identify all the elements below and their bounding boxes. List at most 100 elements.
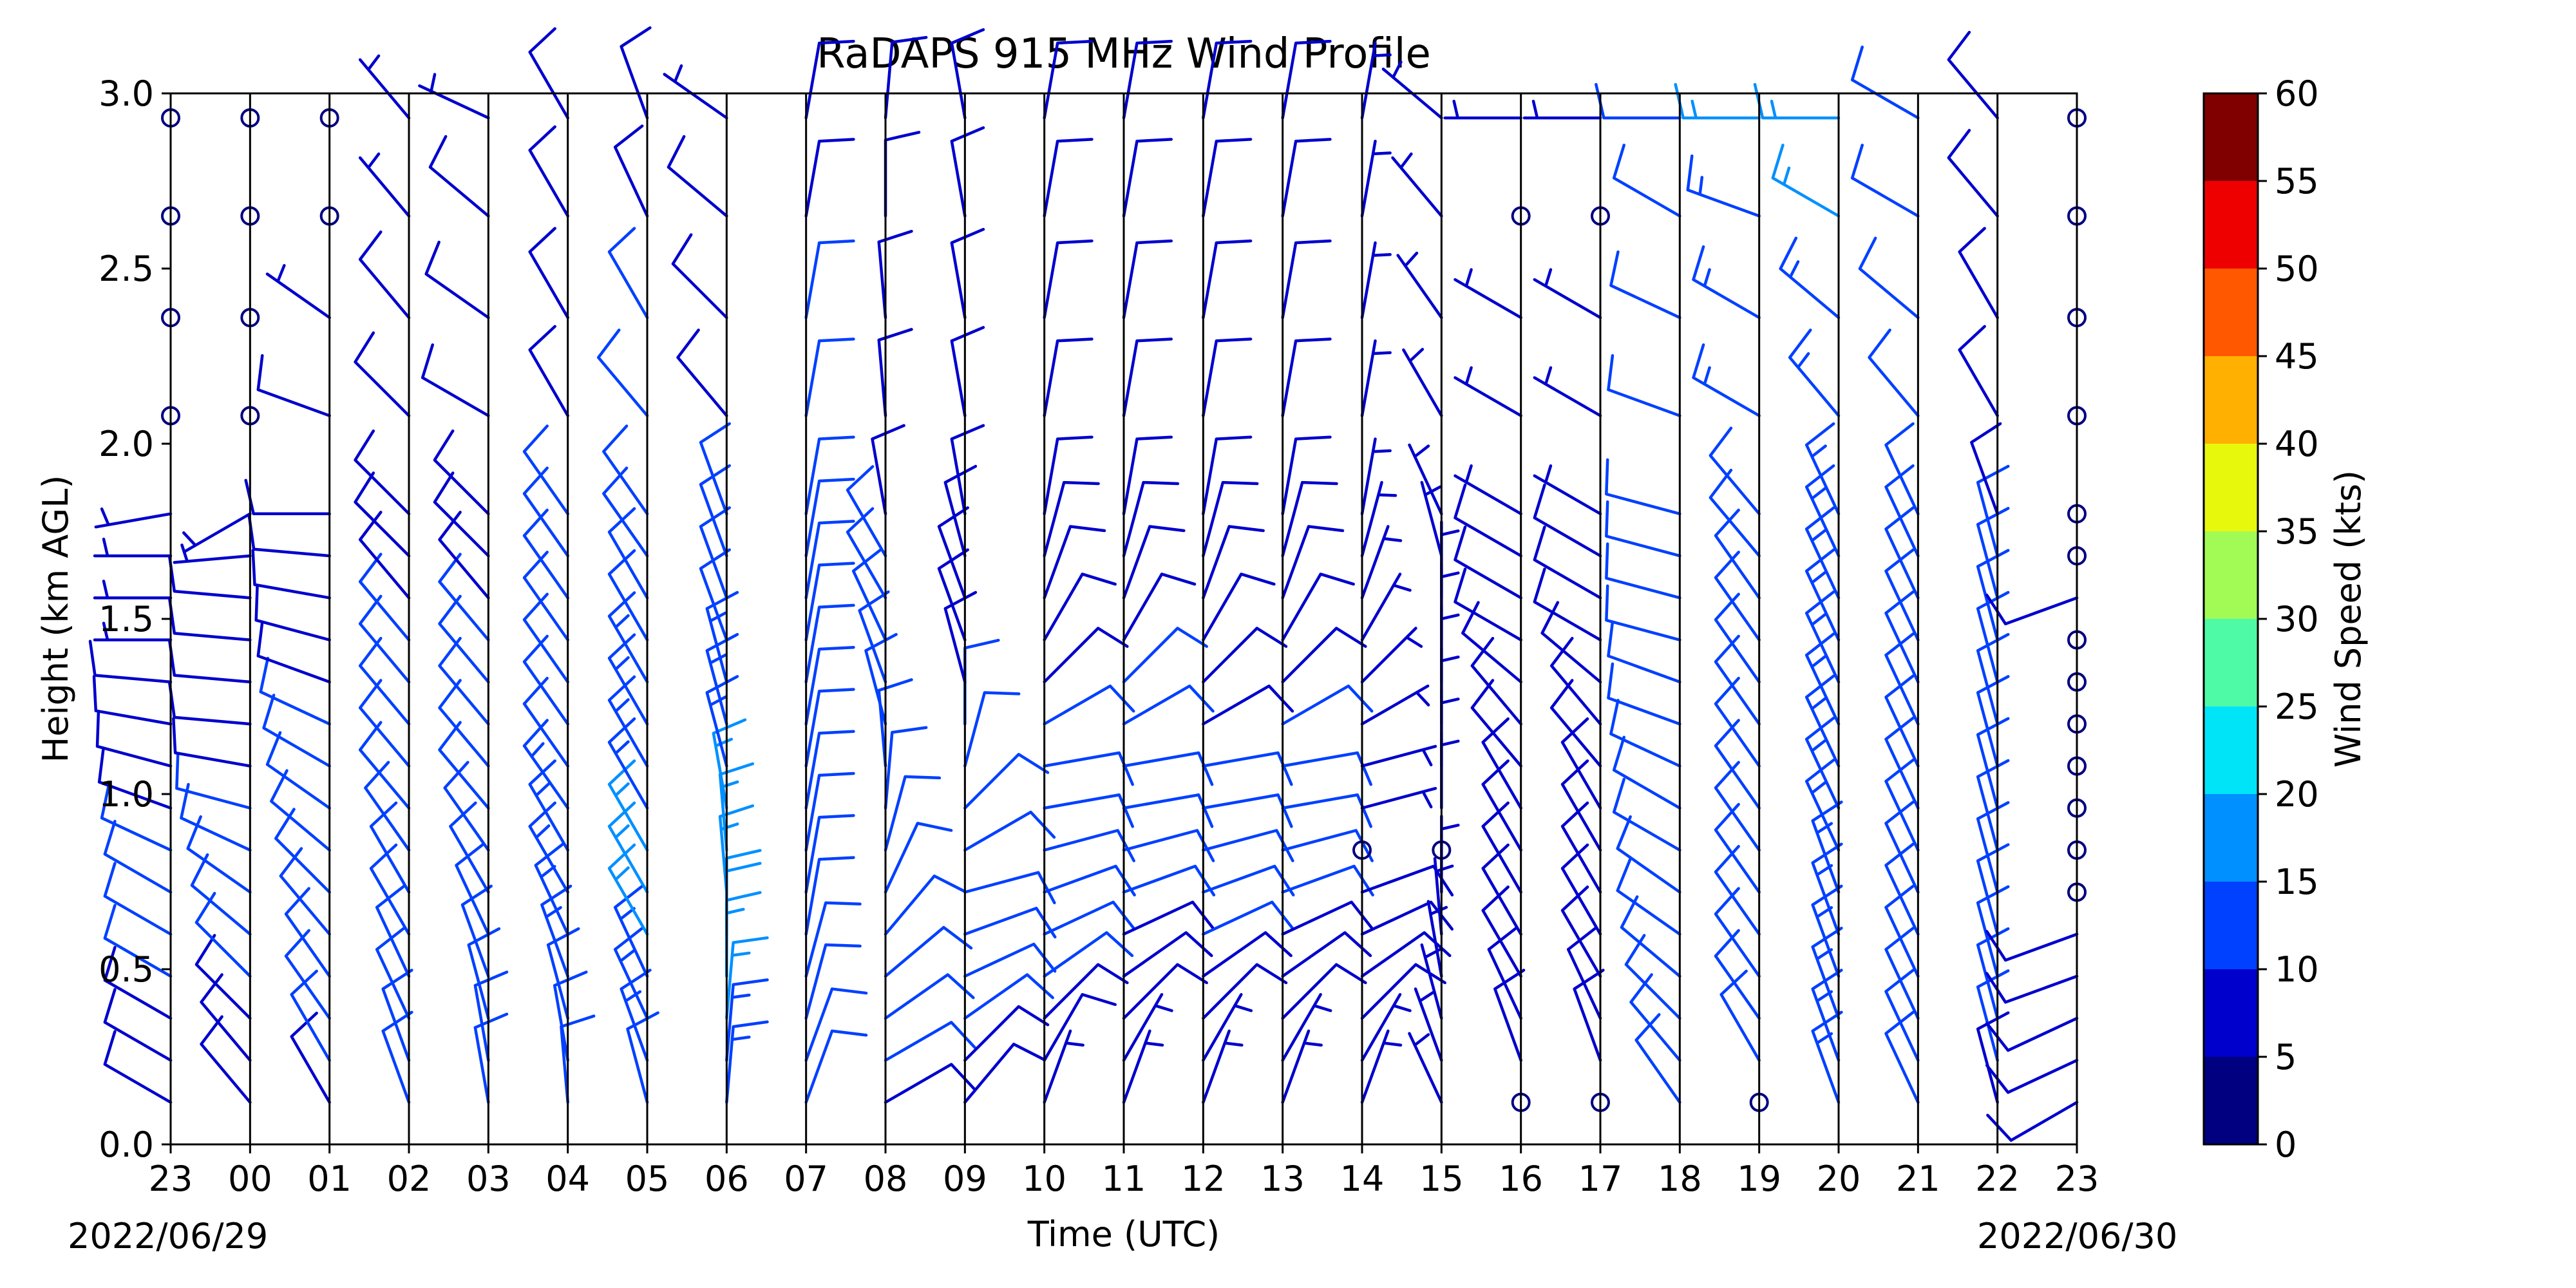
wind-barb <box>804 477 855 558</box>
wind-barb <box>1714 845 1761 936</box>
wind-barb <box>950 326 985 417</box>
wind-barb <box>1560 843 1602 936</box>
wind-barb <box>375 884 411 978</box>
wind-barb <box>1714 719 1761 810</box>
x-tick-label: 19 <box>1737 1159 1781 1199</box>
x-tick-label: 02 <box>387 1159 431 1199</box>
wind-barb <box>1850 144 1920 218</box>
x-tick-label: 15 <box>1419 1159 1464 1199</box>
wind-barb <box>699 422 731 516</box>
colorbar-tick-label: 5 <box>2275 1037 2297 1077</box>
wind-barb <box>270 769 331 852</box>
wind-barb <box>950 227 985 319</box>
wind-barb <box>602 466 649 558</box>
wind-barb <box>1281 39 1332 120</box>
wind-barb <box>194 891 252 978</box>
wind-barb <box>607 633 649 726</box>
wind-barb <box>963 753 1050 810</box>
wind-barb <box>1714 676 1761 768</box>
wind-barb <box>884 35 928 120</box>
wind-barb <box>1714 887 1761 978</box>
y-tick-label: 1.5 <box>99 599 154 639</box>
wind-barb <box>1481 759 1522 852</box>
wind-barb <box>1043 1029 1084 1104</box>
wind-barb <box>676 328 728 417</box>
colorbar-segment <box>2204 181 2258 269</box>
wind-barb <box>354 429 411 516</box>
wind-barb <box>1043 993 1117 1062</box>
wind-barb <box>186 815 252 894</box>
wind-barb <box>1566 927 1602 1020</box>
wind-barb <box>1779 236 1841 319</box>
wind-barb <box>1360 684 1430 726</box>
wind-barb <box>699 464 731 558</box>
wind-barb <box>963 1043 1046 1104</box>
wind-barb <box>92 675 173 726</box>
wind-barb <box>1868 328 1920 417</box>
wind-barb <box>1560 886 1602 978</box>
wind-barb <box>950 424 985 516</box>
x-tick-label: 22 <box>1975 1159 2020 1199</box>
wind-barb <box>560 1014 596 1104</box>
wind-barb <box>1958 227 1999 319</box>
wind-barb <box>1533 464 1602 516</box>
wind-barb <box>1674 82 1761 120</box>
wind-barb <box>851 548 887 641</box>
colorbar-tick-label: 15 <box>2275 862 2319 902</box>
wind-barb <box>1612 735 1681 810</box>
wind-barb <box>1043 480 1100 558</box>
wind-barb <box>1360 437 1392 516</box>
wind-barb <box>1202 963 1288 1020</box>
x-tick-label: 10 <box>1022 1159 1066 1199</box>
wind-barb <box>607 801 649 894</box>
wind-barb <box>804 730 855 810</box>
wind-barb <box>607 843 649 936</box>
wind-barb <box>884 822 953 894</box>
x-tick-label: 07 <box>784 1159 828 1199</box>
wind-barb <box>1043 627 1129 684</box>
wind-barb <box>1976 675 2010 768</box>
wind-barb <box>1522 99 1602 120</box>
wind-barb <box>1686 154 1761 218</box>
x-tick-label: 12 <box>1181 1159 1226 1199</box>
wind-barb <box>173 543 252 564</box>
wind-barb <box>725 936 769 1020</box>
colorbar-tick-label: 55 <box>2275 161 2319 202</box>
wind-barb <box>528 27 569 120</box>
wind-barb <box>884 775 942 852</box>
wind-barb <box>1043 751 1134 786</box>
wind-barb <box>1533 526 1602 600</box>
wind-barb <box>1360 525 1403 600</box>
colorbar-tick-label: 45 <box>2275 336 2319 377</box>
colorbar-tick-label: 20 <box>2275 774 2319 815</box>
x-tick-label: 20 <box>1817 1159 1861 1199</box>
wind-barb <box>244 478 331 516</box>
wind-barb <box>354 471 411 558</box>
wind-barb <box>522 551 569 641</box>
wind-barb <box>1624 934 1681 1020</box>
wind-barb <box>1533 567 1602 641</box>
wind-barb <box>804 337 855 417</box>
wind-barb <box>1605 542 1681 600</box>
colorbar-tick-label: 50 <box>2275 249 2319 289</box>
wind-barb <box>1122 793 1214 828</box>
wind-barb <box>1043 931 1134 978</box>
wind-barb <box>1202 751 1293 786</box>
wind-barb <box>620 26 652 120</box>
wind-barb <box>1714 508 1761 600</box>
wind-barb <box>864 632 898 726</box>
wind-barb <box>1433 857 1454 936</box>
wind-barb <box>172 717 252 768</box>
wind-barb <box>1202 793 1293 828</box>
colorbar-tick-label: 35 <box>2275 511 2319 552</box>
wind-barb <box>1481 886 1522 978</box>
wind-barb <box>1281 793 1372 828</box>
wind-barb <box>1976 591 2010 684</box>
wind-barb <box>607 759 649 852</box>
x-tick-label: 14 <box>1340 1159 1385 1199</box>
wind-barb <box>424 240 490 319</box>
wind-barb <box>1976 464 2010 558</box>
wind-barb <box>265 263 331 319</box>
wind-barb <box>421 343 490 417</box>
wind-barb <box>1391 152 1443 218</box>
